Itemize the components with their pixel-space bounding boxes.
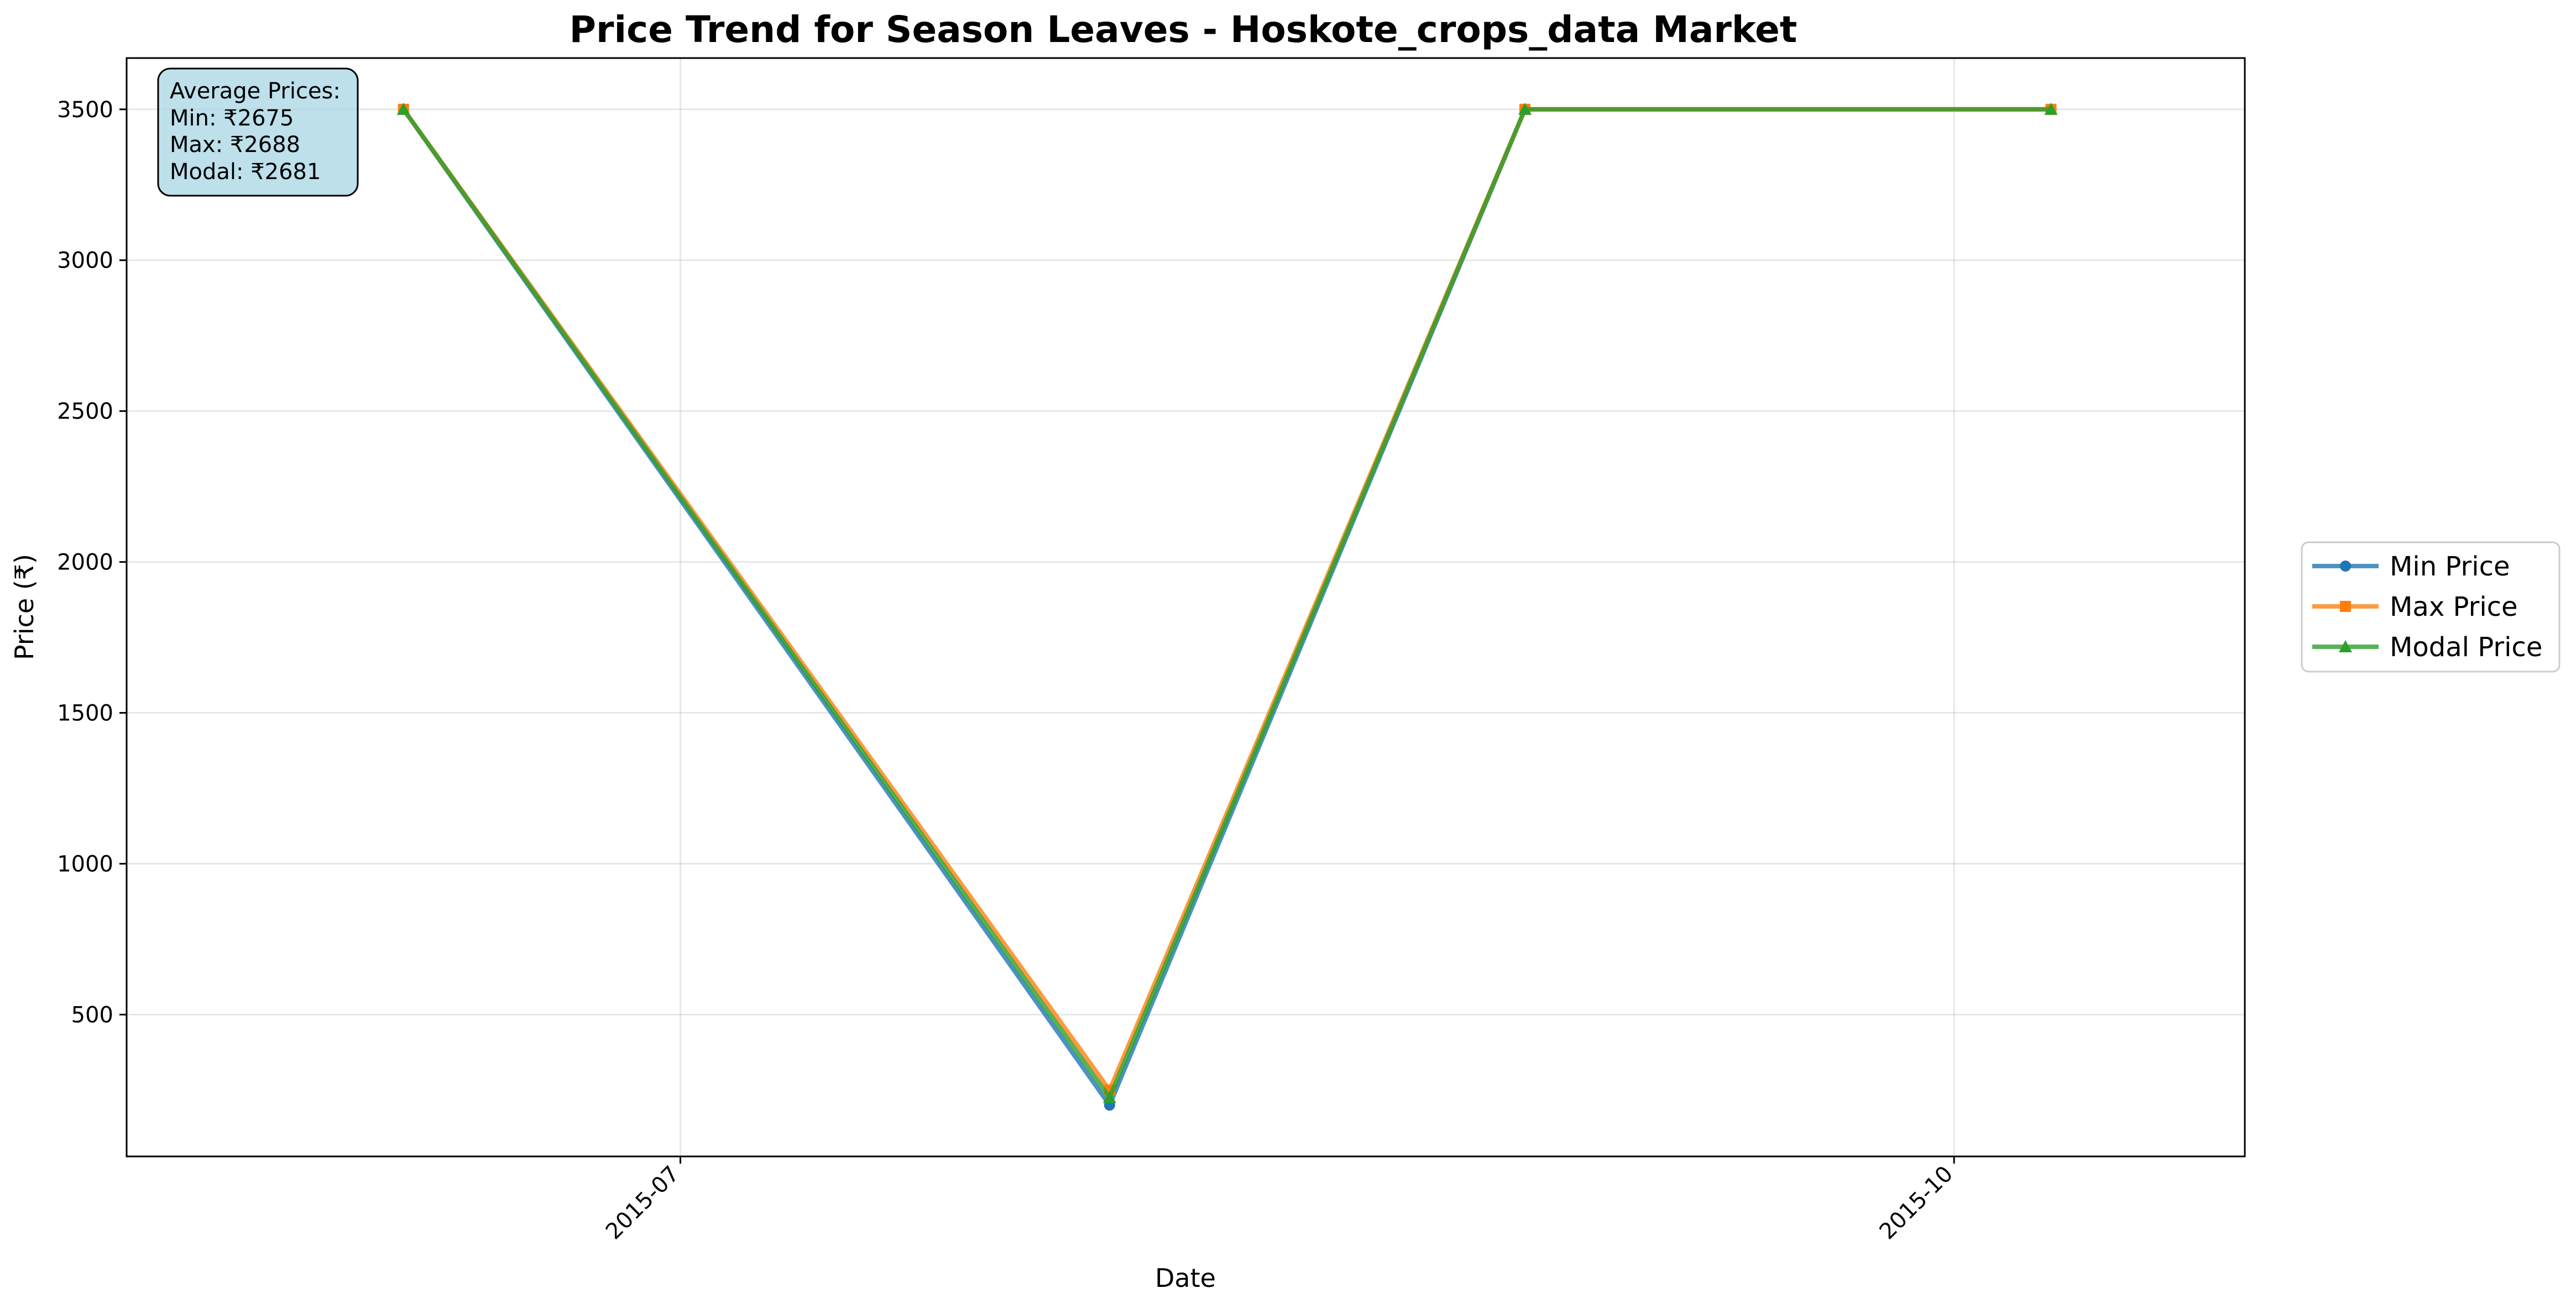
legend-marker-max-price [2340,601,2351,612]
legend: Min Price Max Price Modal Price [2301,541,2561,673]
series-line-modal-price [401,107,2051,1100]
legend-marker-modal-price [2339,640,2352,652]
annotation-line-min: Min: ₹2675 [170,106,294,131]
annotation-title: Average Prices: [170,78,341,104]
grid [127,58,2245,1156]
annotation-line-max: Max: ₹2688 [170,132,300,158]
annotation-line-modal: Modal: ₹2681 [170,159,321,185]
series-modal-price [396,102,2058,1103]
data-point-modal-price [2044,102,2058,115]
plot-area-frame [126,57,2246,1158]
annotation-box-background [157,67,359,197]
y-tick-label: 2000 [57,550,113,575]
legend-marker-min-price [2340,561,2351,572]
y-tick-label: 3500 [57,97,113,123]
chart-title: Price Trend for Season Leaves - Hoskote_… [569,8,1798,51]
legend-label-max-price: Max Price [2390,591,2518,622]
legend-label-modal-price: Modal Price [2390,632,2542,663]
average-prices-annotation: Average Prices: Min: ₹2675 Max: ₹2688 Mo… [157,67,359,197]
y-tick-label: 2500 [57,399,113,425]
y-tick-label: 1000 [57,851,113,877]
data-point-modal-price [1518,102,1532,115]
data-point-modal-price [1102,1091,1116,1103]
data-point-modal-price [396,102,410,115]
x-axis-label: Date [1155,1263,1216,1293]
y-axis: 500 1000 1500 2000 2500 3000 3500 [57,97,127,1028]
y-tick-label: 1500 [57,701,113,726]
y-axis-label: Price (₹) [9,554,39,660]
legend-label-min-price: Min Price [2390,551,2510,582]
y-tick-label: 3000 [57,248,113,274]
series-layer [396,102,2058,1111]
legend-frame [2301,541,2561,673]
y-tick-label: 500 [71,1002,113,1028]
